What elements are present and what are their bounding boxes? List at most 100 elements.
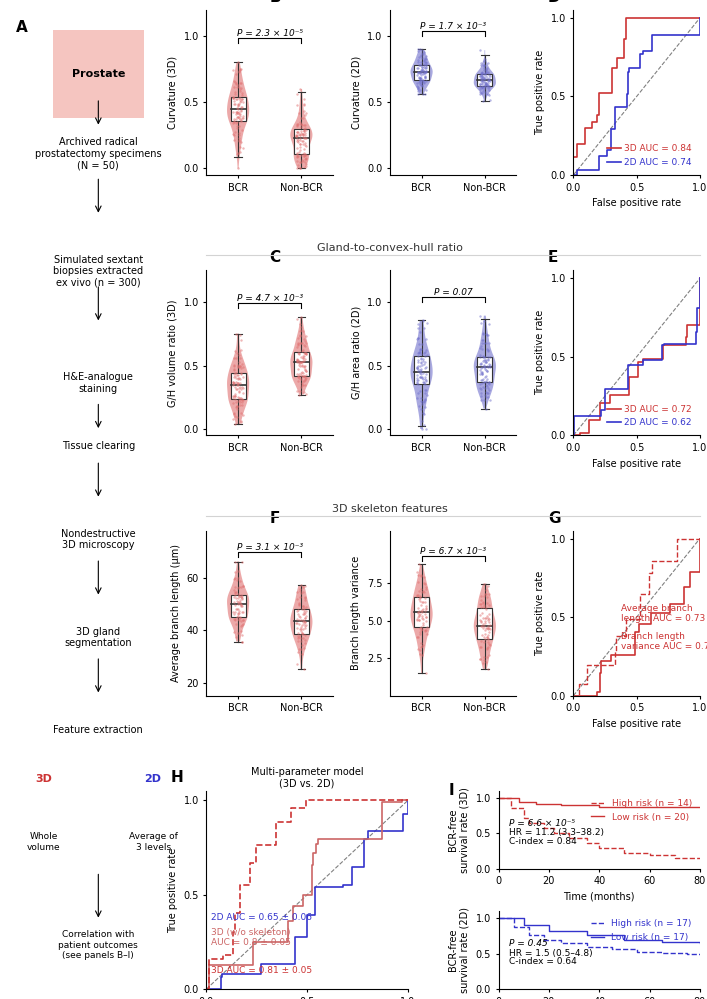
Point xyxy=(416,620,428,636)
Point xyxy=(482,86,493,102)
Point xyxy=(299,590,310,606)
Point xyxy=(418,357,429,373)
Point xyxy=(297,579,308,595)
Point xyxy=(484,610,495,626)
Point xyxy=(294,132,305,148)
Point xyxy=(414,70,426,86)
3D AUC = 0.72 xyxy=(625,372,633,384)
Point xyxy=(294,154,305,170)
Point xyxy=(414,582,425,598)
Point xyxy=(232,601,243,617)
Point xyxy=(420,51,431,67)
Point xyxy=(481,375,492,391)
Point xyxy=(233,586,244,602)
Point xyxy=(292,590,303,606)
Point xyxy=(476,57,487,73)
Text: P = 4.7 × 10⁻³: P = 4.7 × 10⁻³ xyxy=(237,295,303,304)
Point xyxy=(484,636,495,652)
Point xyxy=(415,391,426,407)
Point xyxy=(479,349,491,365)
Point xyxy=(295,317,306,333)
Point xyxy=(479,598,491,614)
Point xyxy=(417,78,428,94)
Point xyxy=(418,58,429,74)
Point xyxy=(291,656,303,672)
Point xyxy=(228,90,239,106)
Point xyxy=(294,324,305,340)
Point xyxy=(231,120,243,136)
Point xyxy=(230,368,241,384)
Y-axis label: G/H area ratio (2D): G/H area ratio (2D) xyxy=(351,307,361,400)
Point xyxy=(231,410,243,426)
Point xyxy=(420,354,431,370)
Point xyxy=(296,633,307,649)
Point xyxy=(475,66,486,82)
Point xyxy=(477,605,488,621)
Point xyxy=(231,593,243,609)
Point xyxy=(480,66,491,82)
Point xyxy=(475,348,486,364)
Point xyxy=(236,604,247,620)
Point xyxy=(228,395,239,411)
Point xyxy=(415,351,426,367)
Point xyxy=(420,602,431,618)
Point xyxy=(481,327,493,343)
Point xyxy=(230,554,241,570)
2D AUC = 0.62 xyxy=(691,328,700,340)
3D AUC = 0.72 xyxy=(696,272,704,284)
Point xyxy=(236,590,247,606)
Point xyxy=(477,354,489,370)
Text: 3D skeleton features: 3D skeleton features xyxy=(332,503,448,513)
Point xyxy=(300,634,311,650)
Point xyxy=(230,326,242,342)
Point xyxy=(411,60,423,76)
Point xyxy=(484,335,495,351)
Point xyxy=(233,127,245,143)
Point xyxy=(234,594,245,610)
Point xyxy=(296,153,308,169)
Point xyxy=(228,405,240,421)
Point xyxy=(421,613,432,629)
Point xyxy=(478,588,489,604)
Point xyxy=(300,334,311,350)
Point xyxy=(476,79,487,95)
Point xyxy=(475,592,486,608)
Point xyxy=(296,119,307,135)
Bar xyxy=(230,594,246,617)
Point xyxy=(236,379,247,395)
Point xyxy=(484,624,495,640)
Point xyxy=(229,408,240,424)
3D AUC = 0.84 xyxy=(613,52,621,64)
Point xyxy=(414,626,426,642)
3D AUC = 0.84 xyxy=(660,12,669,24)
Point xyxy=(293,354,304,370)
Point xyxy=(481,342,493,358)
Point xyxy=(416,61,428,77)
Point xyxy=(415,72,426,88)
Point xyxy=(481,628,492,644)
Point xyxy=(232,375,243,391)
Point xyxy=(233,109,244,125)
Point xyxy=(484,359,495,375)
Point xyxy=(484,78,495,94)
Text: Correlation with
patient outcomes
(see panels B–I): Correlation with patient outcomes (see p… xyxy=(59,930,138,960)
Point xyxy=(291,615,303,631)
Point xyxy=(478,349,489,365)
Point xyxy=(233,570,244,586)
Point xyxy=(229,74,240,90)
Text: Nondestructive
3D microscopy: Nondestructive 3D microscopy xyxy=(61,528,136,550)
Point xyxy=(483,317,494,333)
Y-axis label: True positive rate: True positive rate xyxy=(534,570,545,655)
Point xyxy=(232,595,243,611)
Point xyxy=(474,651,486,667)
Point xyxy=(419,393,430,409)
Point xyxy=(232,594,243,610)
Point xyxy=(232,571,243,587)
Point xyxy=(411,612,423,628)
Point xyxy=(234,593,245,609)
Point xyxy=(291,128,303,144)
Point xyxy=(230,75,242,91)
Point xyxy=(235,75,246,91)
Point xyxy=(412,43,423,59)
Point xyxy=(234,596,245,612)
